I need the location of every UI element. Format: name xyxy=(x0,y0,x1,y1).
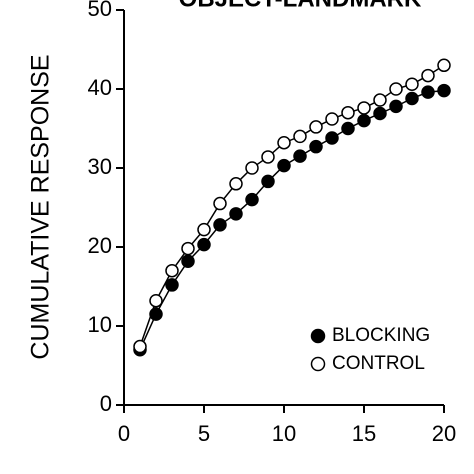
data-point xyxy=(165,278,179,292)
data-point xyxy=(373,106,387,121)
legend-label: CONTROL xyxy=(332,353,425,374)
y-tick-label: 20 xyxy=(88,233,112,258)
data-point xyxy=(229,177,243,191)
data-point xyxy=(261,174,275,189)
data-point xyxy=(181,254,195,268)
data-point xyxy=(197,222,211,237)
data-point xyxy=(437,83,451,98)
y-tick-label: 30 xyxy=(88,154,112,179)
data-point xyxy=(197,237,211,252)
data-point xyxy=(389,82,403,96)
data-point xyxy=(149,307,163,321)
data-point xyxy=(229,207,243,221)
data-point xyxy=(389,99,403,114)
data-point xyxy=(437,58,451,73)
data-point xyxy=(133,339,147,354)
x-tick-label: 20 xyxy=(432,421,456,446)
y-tick-label: 10 xyxy=(88,312,112,337)
y-tick-label: 0 xyxy=(100,391,112,416)
x-tick-label: 0 xyxy=(118,421,130,446)
data-point xyxy=(405,91,419,106)
data-point xyxy=(165,263,179,278)
data-point xyxy=(261,150,275,164)
data-point xyxy=(293,149,307,163)
data-point xyxy=(149,293,163,308)
data-point xyxy=(325,112,339,126)
data-point xyxy=(357,113,371,128)
data-point xyxy=(341,121,355,136)
data-point xyxy=(309,139,323,154)
x-tick-label: 15 xyxy=(352,421,376,446)
y-tick-label: 50 xyxy=(88,0,112,21)
series-line xyxy=(139,89,445,351)
x-tick-label: 10 xyxy=(272,421,296,446)
data-point xyxy=(421,68,435,83)
data-point xyxy=(357,101,371,115)
legend-marker xyxy=(310,356,326,372)
data-point xyxy=(213,218,227,232)
data-point xyxy=(245,161,259,175)
y-axis-label: CUMULATIVE RESPONSE xyxy=(27,54,55,359)
data-point xyxy=(213,196,227,211)
data-point xyxy=(245,192,259,207)
chart-title: OBJECT-LANDMARK xyxy=(179,0,422,12)
legend-marker xyxy=(310,328,326,344)
data-point xyxy=(325,131,339,145)
data-point xyxy=(277,158,291,173)
y-tick-label: 40 xyxy=(88,75,112,100)
data-point xyxy=(277,135,291,150)
data-point xyxy=(181,241,195,256)
data-point xyxy=(293,129,307,144)
data-point xyxy=(309,120,323,134)
data-point xyxy=(341,105,355,120)
x-tick-label: 5 xyxy=(198,421,210,446)
legend-label: BLOCKING xyxy=(332,325,430,346)
data-point xyxy=(421,85,435,99)
data-point xyxy=(373,93,387,107)
data-point xyxy=(405,77,419,92)
